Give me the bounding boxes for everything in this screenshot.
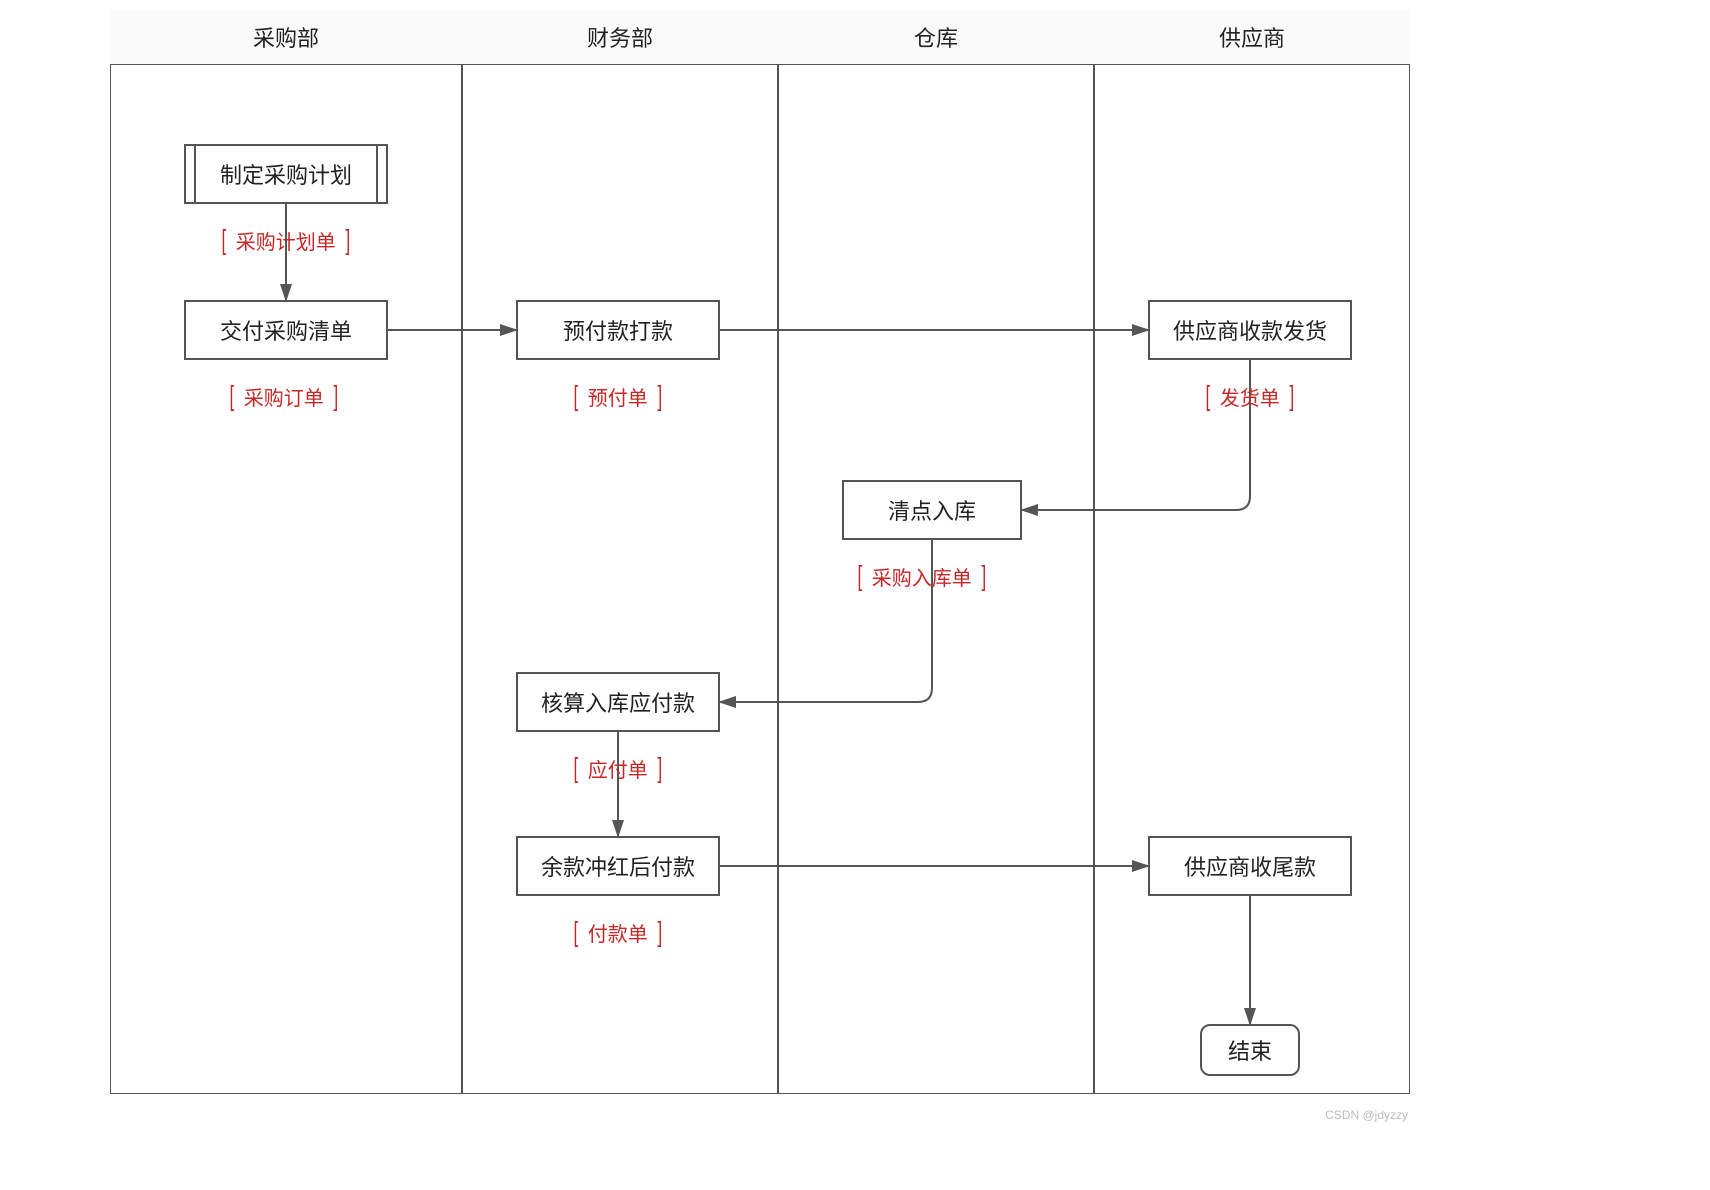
doc-label-n5: 采购入库单	[856, 560, 988, 592]
node-label: 制定采购计划	[220, 158, 352, 190]
node-n6: 核算入库应付款	[516, 672, 720, 732]
node-n5: 清点入库	[842, 480, 1022, 540]
doc-label-n6: 应付单	[572, 752, 664, 784]
lane-header-purchasing: 采购部	[110, 10, 462, 64]
node-n3: 预付款打款	[516, 300, 720, 360]
node-label: 清点入库	[888, 494, 976, 526]
node-n1: 制定采购计划	[184, 144, 388, 204]
doc-label-n1: 采购计划单	[220, 224, 352, 256]
node-label: 供应商收尾款	[1184, 850, 1316, 882]
node-n4: 供应商收款发货	[1148, 300, 1352, 360]
node-n8: 供应商收尾款	[1148, 836, 1352, 896]
node-n2: 交付采购清单	[184, 300, 388, 360]
lane-header-finance: 财务部	[462, 10, 778, 64]
doc-label-n7: 付款单	[572, 916, 664, 948]
doc-label-n3: 预付单	[572, 380, 664, 412]
node-label: 余款冲红后付款	[541, 850, 695, 882]
node-label: 供应商收款发货	[1173, 314, 1327, 346]
doc-label-n2: 采购订单	[228, 380, 340, 412]
node-n9: 结束	[1200, 1024, 1300, 1076]
node-label: 交付采购清单	[220, 314, 352, 346]
swimlane-diagram: 采购部财务部仓库供应商制定采购计划交付采购清单 预付款打款 供应商收款发货清点入库核…	[110, 10, 1410, 1094]
node-label: 核算入库应付款	[541, 686, 695, 718]
node-label: 预付款打款	[563, 314, 673, 346]
lane-header-supplier: 供应商	[1094, 10, 1410, 64]
node-n7: 余款冲红后付款	[516, 836, 720, 896]
lane-header-warehouse: 仓库	[778, 10, 1094, 64]
doc-label-n4: 发货单	[1204, 380, 1296, 412]
watermark: CSDN @jdyzzy	[1325, 1108, 1408, 1122]
node-label: 结束	[1228, 1034, 1272, 1066]
